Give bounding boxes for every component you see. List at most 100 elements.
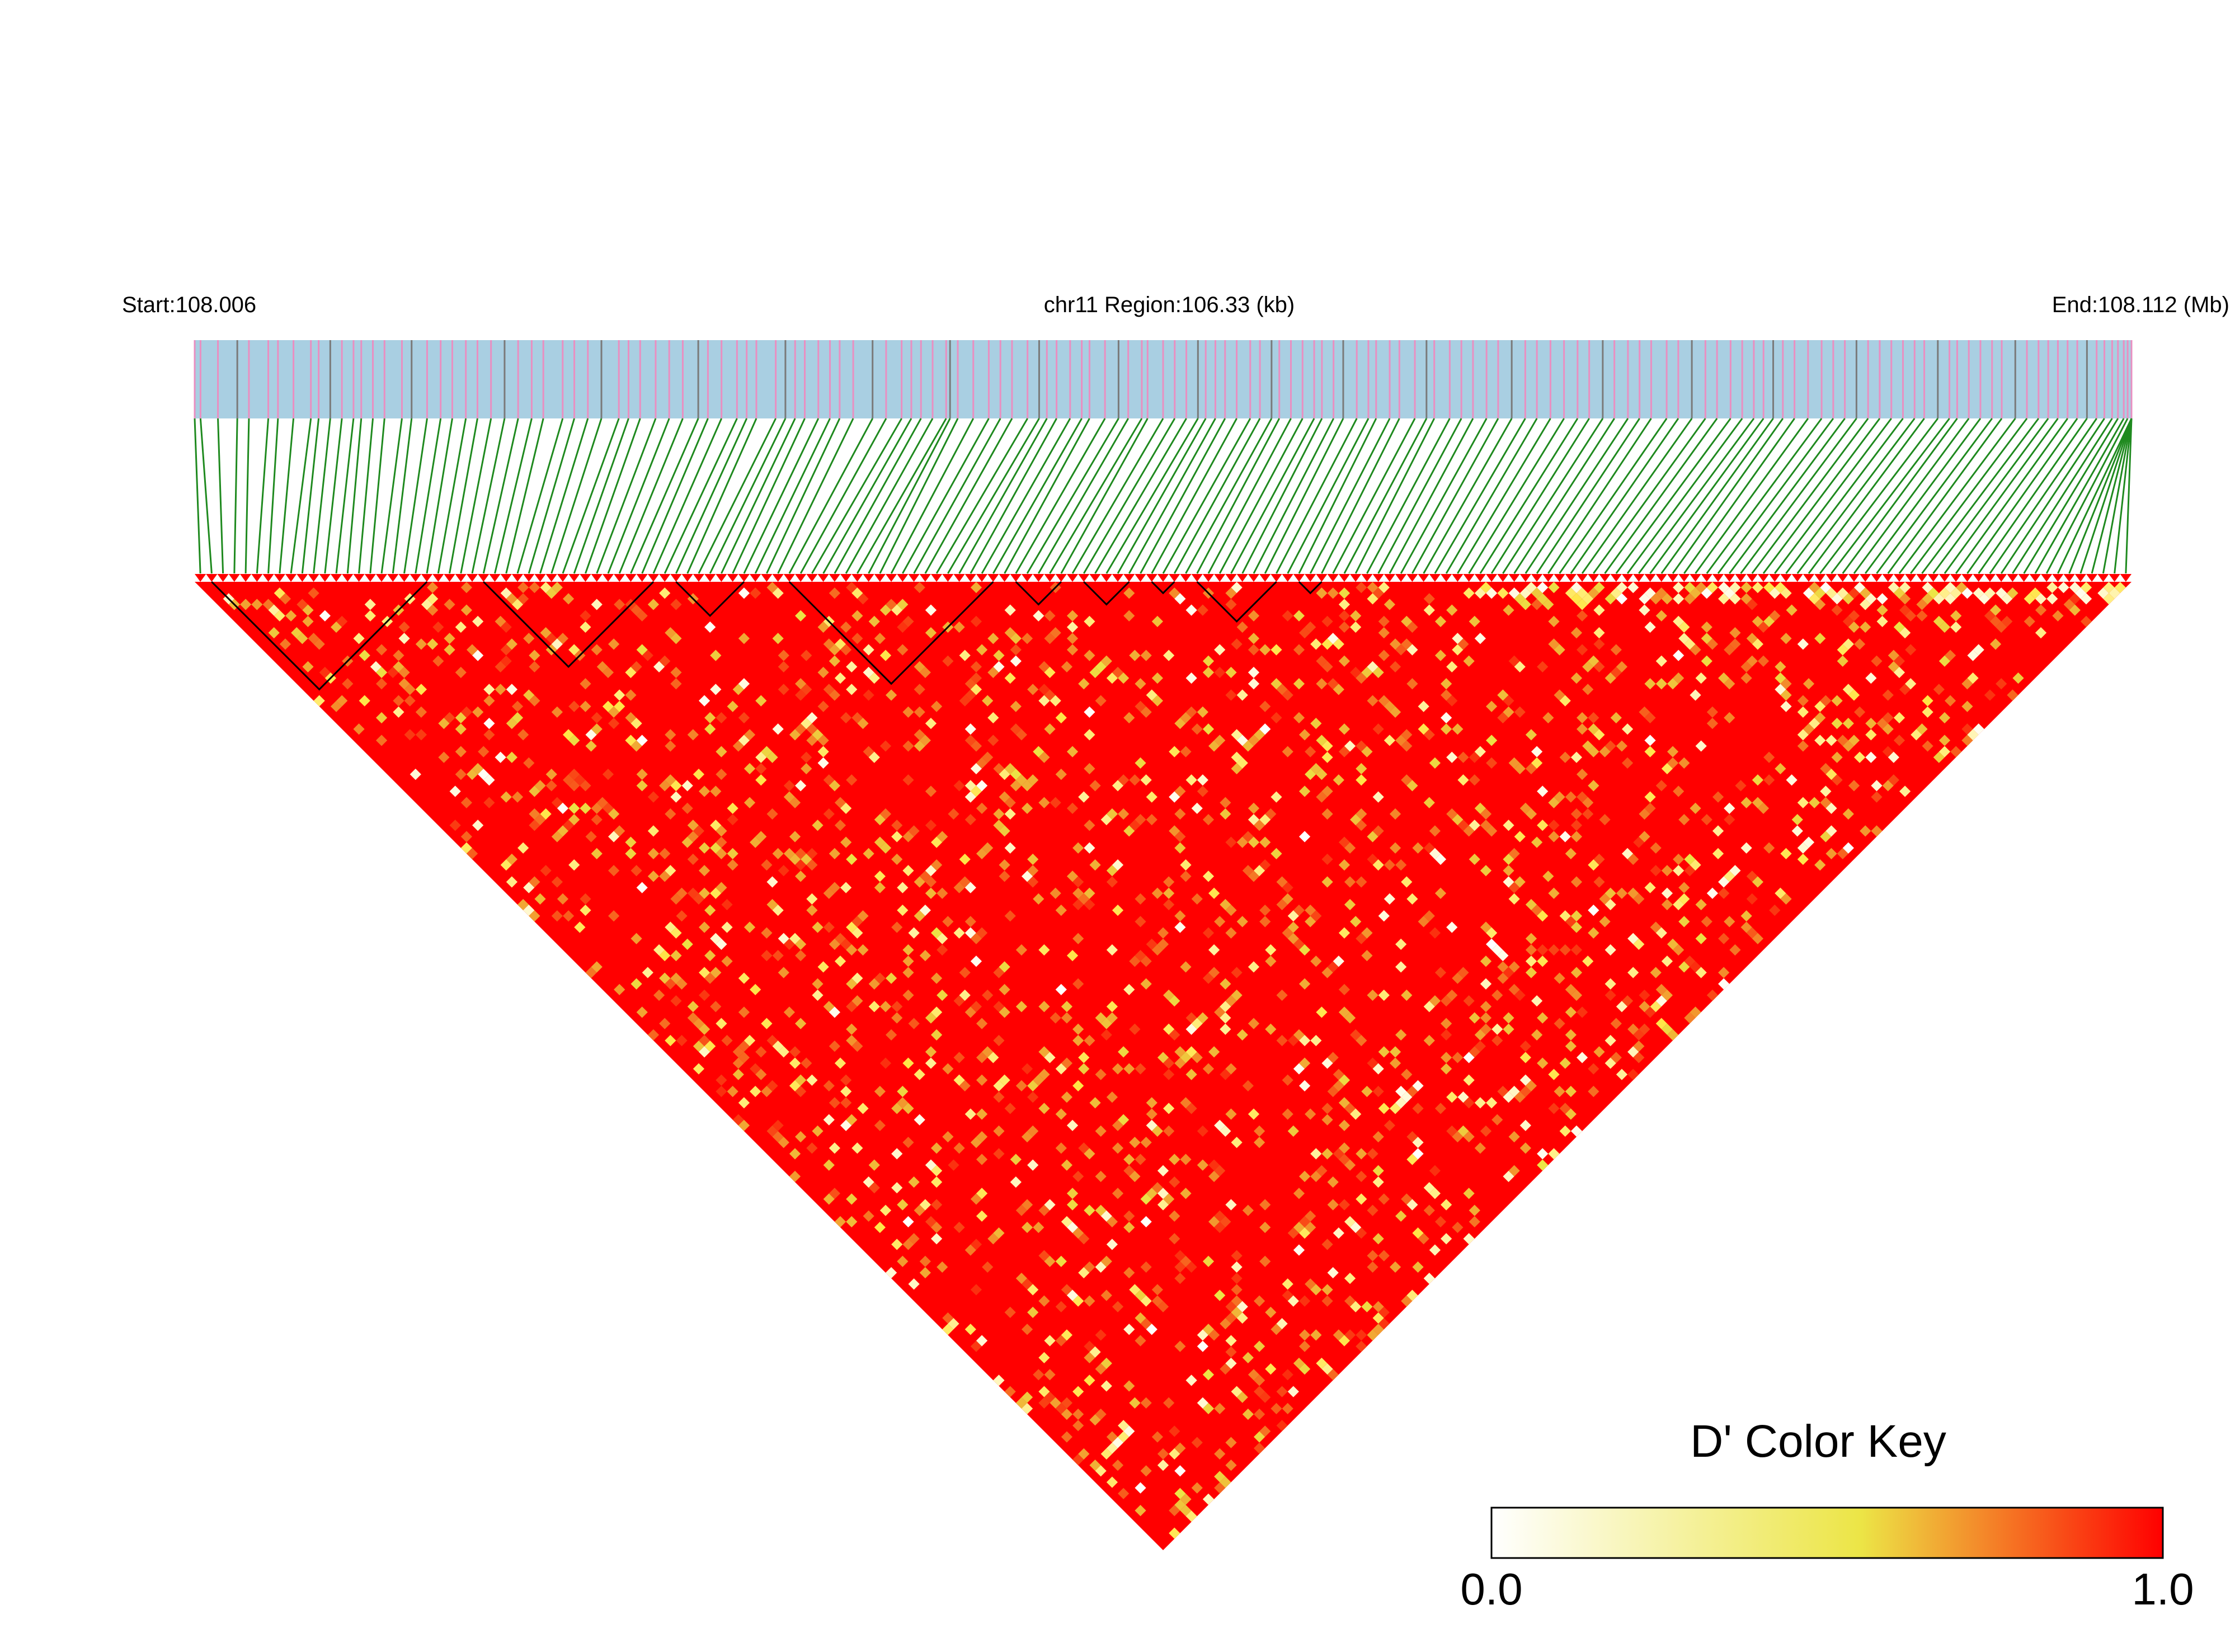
ld-cell xyxy=(937,887,948,899)
snp-marker xyxy=(908,574,920,582)
ld-cell xyxy=(937,944,948,956)
snp-marker xyxy=(1938,574,1951,582)
ld-cell xyxy=(1389,842,1401,854)
ld-cell xyxy=(308,587,319,599)
snp-connector xyxy=(1015,418,1106,574)
ld-cell xyxy=(716,1018,727,1029)
ld-cell xyxy=(1095,1329,1107,1341)
ld-cell xyxy=(1763,582,1775,594)
ld-cell xyxy=(1061,1012,1073,1024)
ld-cell xyxy=(1531,757,1543,769)
snp-connector xyxy=(630,418,699,574)
ld-cell xyxy=(1740,842,1752,854)
ld-cell xyxy=(1871,825,1883,837)
ld-cell xyxy=(874,1221,886,1234)
ld-cell xyxy=(1899,684,1911,695)
snp-connector xyxy=(698,418,777,574)
ld-cell xyxy=(1429,1244,1441,1256)
ld-cell xyxy=(670,633,682,644)
ld-cell xyxy=(1333,1080,1344,1092)
ld-cell xyxy=(511,712,524,724)
ld-cell xyxy=(1950,621,1962,633)
ld-cell xyxy=(1559,695,1571,707)
ld-cell xyxy=(1066,1188,1079,1199)
ld-cell xyxy=(1570,808,1583,820)
ld-cell xyxy=(1389,1057,1401,1069)
ld-cell xyxy=(1519,1074,1531,1086)
ld-cell xyxy=(1729,593,1741,605)
snp-marker xyxy=(1621,574,1634,582)
ld-cell xyxy=(1853,706,1866,718)
ld-cell xyxy=(353,723,365,735)
ld-cell xyxy=(795,1131,807,1143)
ld-cell xyxy=(2080,615,2092,627)
ld-cell xyxy=(1310,910,1322,922)
snp-marker xyxy=(557,574,569,582)
ld-cell xyxy=(1378,695,1390,707)
ld-cell xyxy=(1202,1324,1215,1335)
ld-cell xyxy=(1044,723,1056,735)
ld-cell xyxy=(1406,644,1418,656)
ld-cell xyxy=(1055,712,1067,724)
ld-cell xyxy=(1208,1046,1220,1058)
ld-cell xyxy=(1639,831,1650,843)
ld-cell xyxy=(970,1001,982,1013)
ld-cell xyxy=(851,927,863,939)
ld-cell xyxy=(919,1199,931,1211)
ld-cell xyxy=(1298,944,1311,956)
snp-marker xyxy=(647,574,660,582)
ld-cell xyxy=(1293,712,1305,724)
ld-cell xyxy=(1888,661,1899,672)
ld-cell xyxy=(693,825,705,837)
ld-cell xyxy=(1684,582,1696,594)
ld-cell xyxy=(545,780,557,792)
ld-cell xyxy=(1661,989,1673,1001)
snp-connector xyxy=(335,418,355,574)
snp-connector xyxy=(732,418,806,574)
snp-connector xyxy=(1706,418,1823,574)
ld-cell xyxy=(1746,655,1758,667)
ld-cell xyxy=(1406,1199,1418,1211)
ld-triangle xyxy=(195,582,2132,1550)
ld-cell xyxy=(1174,842,1186,854)
ld-cell xyxy=(1344,842,1356,854)
snp-marker xyxy=(398,574,410,582)
ld-cell xyxy=(1457,1091,1469,1103)
ld-cell xyxy=(1938,735,1951,746)
ld-cell xyxy=(1248,610,1260,622)
ld-cell xyxy=(1899,785,1911,797)
ld-cell xyxy=(1151,944,1163,956)
ld-cell xyxy=(976,1108,988,1120)
ld-cell xyxy=(1231,763,1243,775)
snp-connector-lines xyxy=(194,418,2133,574)
snp-connector xyxy=(482,418,519,574)
ld-cell xyxy=(1220,1317,1231,1330)
snp-connector xyxy=(573,418,629,574)
ld-cell xyxy=(1474,633,1486,644)
ld-cell xyxy=(653,661,665,672)
snp-marker xyxy=(251,574,263,582)
ld-cell xyxy=(1690,689,1701,701)
ld-cell xyxy=(1814,712,1826,724)
ld-cell xyxy=(2001,593,2013,605)
ld-cell xyxy=(1412,1080,1424,1092)
ld-cell xyxy=(1321,1148,1333,1160)
ld-cell xyxy=(1321,853,1333,865)
ld-cell xyxy=(1220,1001,1231,1013)
snp-marker xyxy=(738,574,750,582)
ld-cell xyxy=(1298,729,1311,741)
ld-cell xyxy=(744,797,756,808)
haplotype-blocks xyxy=(211,581,1323,691)
ld-cell xyxy=(874,972,886,984)
ld-cell xyxy=(625,836,637,848)
snp-marker xyxy=(1474,574,1486,582)
ld-cell xyxy=(591,848,603,860)
ld-cell xyxy=(1078,1063,1090,1075)
ld-cell xyxy=(1163,876,1175,888)
ld-cell xyxy=(1740,582,1752,594)
snp-connector xyxy=(1819,418,1938,574)
ld-cell xyxy=(1378,627,1390,639)
ld-cell xyxy=(755,695,767,707)
ld-cell xyxy=(885,972,897,984)
ld-cell xyxy=(1202,723,1215,735)
